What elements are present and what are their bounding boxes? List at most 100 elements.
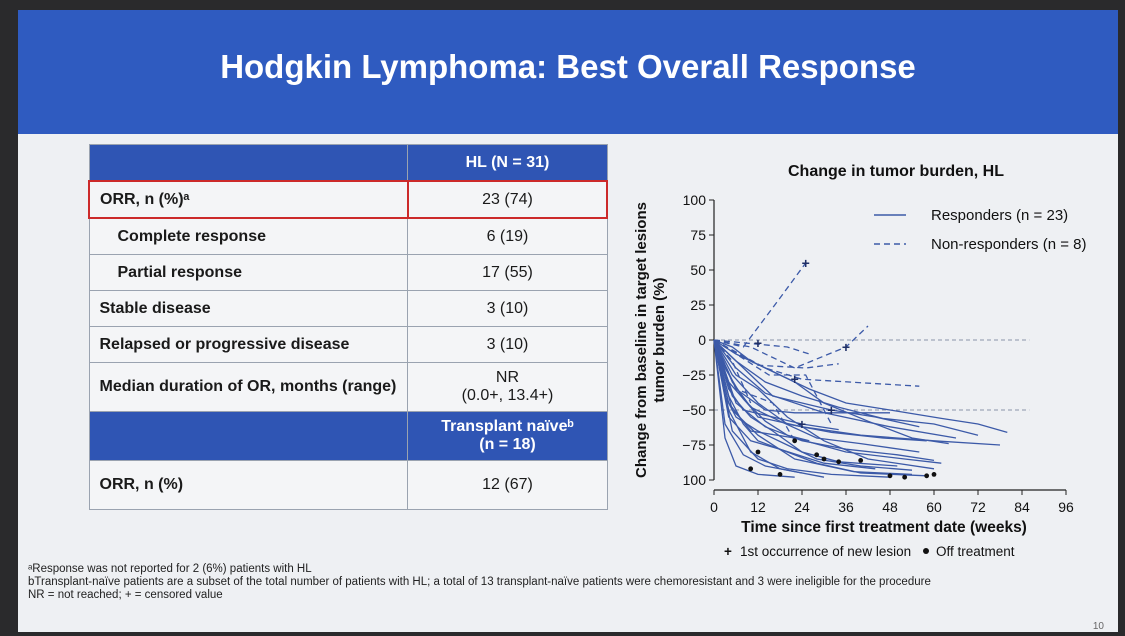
responder-line (713, 339, 913, 476)
new-lesion-marker: + (827, 402, 835, 418)
footnotes: ᵃResponse was not reported for 2 (6%) pa… (28, 563, 1108, 602)
table-row-orr: ORR, n (%)ᵃ 23 (74) (88, 180, 609, 219)
x-tick-label: 36 (838, 499, 854, 515)
row-label: Complete response (88, 217, 409, 255)
responder-line (713, 339, 957, 439)
marker-legend: +1st occurrence of new lesion Off treatme… (724, 544, 1015, 559)
off-treatment-legend-label: Off treatment (936, 544, 1015, 559)
table-header-row: HL (N = 31) (88, 144, 608, 182)
legend-label: Responders (n = 23) (931, 207, 1068, 224)
y-tick-label: 100 (683, 192, 707, 208)
x-tick-label: 84 (1014, 499, 1030, 515)
responder-line (713, 339, 920, 428)
new-lesion-marker: + (798, 416, 806, 432)
y-tick-label: −50 (682, 402, 706, 418)
new-lesion-legend-label: 1st occurrence of new lesion (740, 544, 911, 559)
off-treatment-marker (777, 472, 783, 477)
row-label: ORR, n (%)ᵃ (88, 180, 409, 219)
y-tick-label: −25 (682, 367, 706, 383)
row-value: NR (0.0+, 13.4+) (407, 362, 608, 412)
x-tick-label: 72 (970, 499, 986, 515)
chart-legend: Responders (n = 23) Non-responders (n = 8… (874, 207, 1087, 253)
row-label: Stable disease (88, 290, 409, 327)
off-treatment-marker (931, 472, 937, 477)
off-treatment-marker (814, 452, 820, 458)
off-treatment-marker (924, 473, 930, 479)
footnote-a: ᵃResponse was not reported for 2 (6%) pa… (28, 563, 312, 575)
x-tick-label: 48 (882, 499, 898, 515)
off-treatment-marker (887, 473, 893, 479)
x-tick-label: 0 (710, 499, 718, 515)
off-treatment-marker (755, 449, 761, 455)
x-axis-label: Time since first treatment date (weeks) (741, 519, 1027, 536)
table-row-progressive-disease: Relapsed or progressive disease 3 (10) (88, 326, 608, 363)
y-tick-label: 75 (690, 227, 706, 243)
footnote-b: bTransplant-naïve patients are a subset … (28, 576, 931, 588)
responder-line (713, 339, 935, 470)
responder-line (713, 339, 795, 478)
row-value: 12 (67) (407, 460, 608, 510)
responder-line (713, 339, 979, 436)
off-treatment-marker (836, 459, 842, 465)
off-treatment-marker (821, 456, 827, 462)
responder-line (713, 339, 839, 431)
page-number: 10 (1092, 621, 1104, 632)
off-treatment-marker (748, 466, 754, 472)
table-subheader-transplant: Transplant naïveᵇ (n = 18) (407, 411, 608, 461)
x-tick-label: 24 (794, 499, 810, 515)
row-value: 3 (10) (407, 290, 608, 327)
y-tick-label: 50 (690, 262, 706, 278)
slide: Hodgkin Lymphoma: Best Overall Response … (18, 10, 1118, 632)
responder-line (713, 339, 803, 474)
responder-line (713, 339, 890, 414)
row-value: 17 (55) (407, 254, 608, 291)
table-subheader-row: Transplant naïveᵇ (n = 18) (88, 411, 608, 461)
row-label: Median duration of OR, months (range) (88, 362, 409, 412)
row-label: Relapsed or progressive disease (88, 326, 409, 363)
row-label: ORR, n (%) (88, 460, 409, 510)
row-label: Partial response (88, 254, 409, 291)
response-table: HL (N = 31) ORR, n (%)ᵃ 23 (74) Complete… (88, 144, 609, 510)
table-row-complete-response: Complete response 6 (19) (88, 217, 608, 255)
y-axis-label: Change from baseline in target lesionstu… (633, 202, 668, 478)
new-lesion-marker: + (791, 371, 799, 387)
footnote-nr: NR = not reached; + = censored value (28, 589, 223, 601)
y-tick-label: 25 (690, 297, 706, 313)
x-tick-label: 60 (926, 499, 942, 515)
non-responder-line (713, 339, 920, 387)
x-tick-label: 96 (1058, 499, 1074, 515)
dot-symbol-icon (923, 548, 929, 554)
responder-line (713, 339, 913, 471)
responder-line (713, 339, 1008, 434)
non-responder-line (713, 325, 869, 369)
row-value-line1: NR (495, 369, 520, 386)
subheader-line1: Transplant naïveᵇ (441, 418, 574, 435)
legend-label: Non-responders (n = 8) (931, 236, 1087, 253)
new-lesion-marker: + (754, 335, 762, 351)
table-row-orr-transplant: ORR, n (%) 12 (67) (88, 460, 608, 510)
responder-line (713, 339, 898, 467)
table-row-median-duration: Median duration of OR, months (range) NR… (88, 362, 608, 412)
off-treatment-marker (902, 474, 908, 480)
y-tick-label: −75 (682, 437, 706, 453)
responder-line (713, 339, 891, 478)
responder-line (713, 339, 949, 445)
table-header-hl: HL (N = 31) (407, 144, 608, 182)
new-lesion-marker: + (842, 339, 850, 355)
responder-line (713, 339, 935, 462)
non-responder-line (713, 262, 807, 348)
slide-title: Hodgkin Lymphoma: Best Overall Response (220, 48, 916, 85)
off-treatment-marker (858, 458, 864, 463)
y-tick-label: 100 (683, 472, 707, 488)
non-responder-line (713, 339, 832, 425)
row-value-line2: (0.0+, 13.4+) (461, 387, 554, 404)
table-row-partial-response: Partial response 17 (55) (88, 254, 608, 291)
off-treatment-marker (792, 438, 798, 444)
row-value: 6 (19) (407, 217, 608, 255)
subheader-line2: (n = 18) (479, 436, 536, 453)
title-banner: Hodgkin Lymphoma: Best Overall Response (18, 10, 1118, 134)
table-header-blank (88, 144, 409, 182)
row-value: 23 (74) (406, 180, 609, 219)
tumor-burden-chart: Change in tumor burden, HL Responders (n… (633, 163, 1087, 559)
